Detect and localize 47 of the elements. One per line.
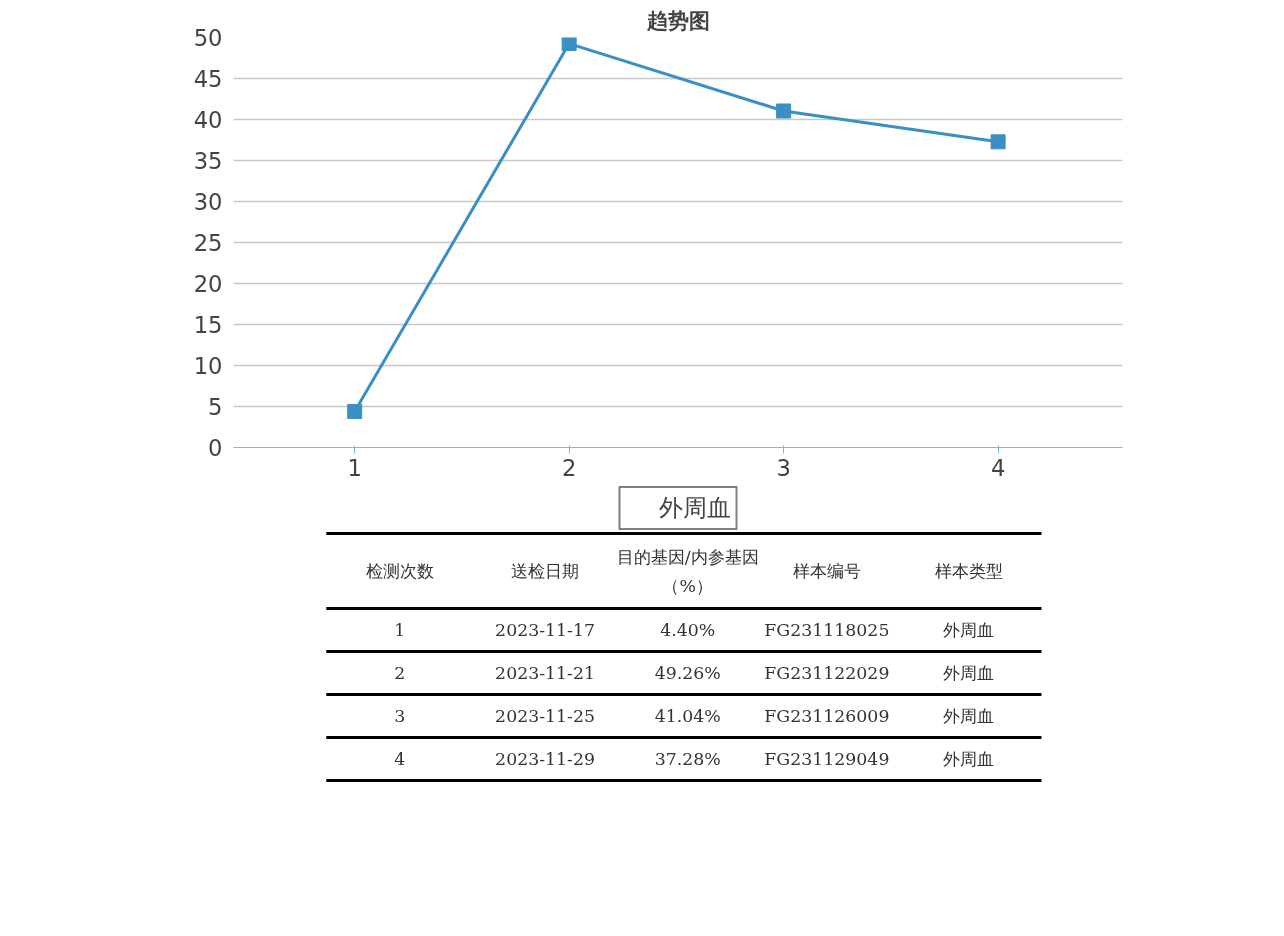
chart-title: 趋势图: [645, 7, 710, 33]
y-tick-label: 25: [193, 230, 223, 256]
text: 2: [394, 663, 406, 683]
text: FG231118025: [764, 620, 890, 640]
x-tick-label: 1: [347, 454, 362, 481]
y-tick-label: 0: [208, 435, 223, 461]
y-tick-label: 20: [193, 271, 223, 297]
text: 2023-11-21: [495, 663, 596, 683]
text: 送检日期: [511, 561, 580, 581]
y-tick-label: 5: [208, 394, 223, 420]
text: FG231129049: [764, 749, 890, 769]
y-tick-label: 50: [193, 25, 223, 51]
text: 3: [394, 706, 406, 726]
point: [776, 103, 792, 119]
text: （%）: [662, 575, 713, 596]
text: 外周血: [659, 493, 731, 524]
text: 49.26%: [654, 663, 721, 683]
text: 目的基因/内参基因: [616, 546, 759, 567]
y-tick-label: 10: [193, 353, 223, 379]
x-tick-label: 4: [990, 454, 1006, 481]
text: 外周血: [943, 749, 995, 769]
text: 2023-11-17: [495, 620, 596, 640]
text: 外周血: [943, 706, 995, 726]
y-tick-label: 30: [193, 189, 223, 215]
y-tick-label: 40: [193, 107, 223, 133]
y-tick-label: 35: [193, 148, 223, 174]
point: [990, 134, 1006, 150]
text: 检测次数: [365, 561, 434, 581]
text: 2023-11-29: [495, 749, 596, 769]
text: 外周血: [943, 663, 995, 683]
x-tick-label: 2: [561, 454, 577, 481]
text: 样本编号: [792, 561, 861, 581]
text: 4: [394, 749, 406, 769]
y-tick-label: 45: [193, 66, 223, 92]
x-tick-label: 3: [776, 454, 791, 481]
text: 37.28%: [654, 749, 721, 769]
text: 41.04%: [654, 706, 721, 726]
y-tick-label: 15: [193, 312, 223, 338]
text: 样本类型: [934, 561, 1003, 581]
text: 外周血: [943, 620, 995, 640]
text: FG231126009: [764, 706, 890, 726]
point: [561, 37, 577, 52]
text: 2023-11-25: [495, 706, 596, 726]
text: 4.40%: [660, 620, 716, 640]
text: FG231122029: [764, 663, 890, 683]
text: 1: [394, 620, 406, 640]
point: [347, 403, 363, 419]
